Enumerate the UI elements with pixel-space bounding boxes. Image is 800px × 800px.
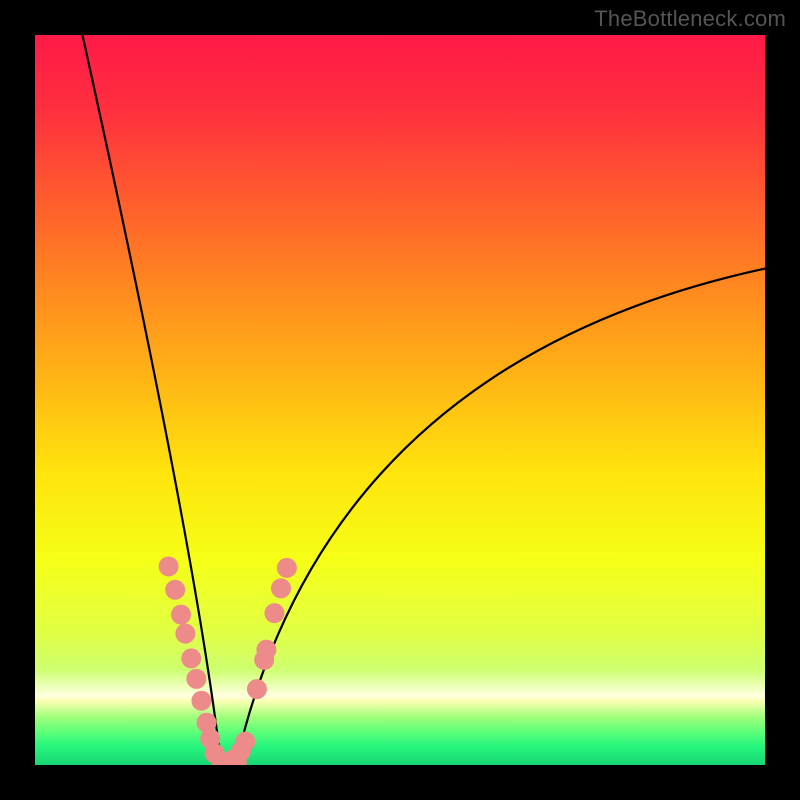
curve-marker: [186, 669, 206, 689]
curve-marker: [159, 556, 179, 576]
curve-marker: [181, 648, 201, 668]
curve-marker: [247, 679, 267, 699]
curve-marker: [165, 580, 185, 600]
curve-marker: [277, 558, 297, 578]
chart-plot-area: [35, 35, 765, 765]
curve-marker: [256, 640, 276, 660]
curve-marker: [235, 732, 255, 752]
chart-svg: [35, 35, 765, 765]
curve-marker: [175, 624, 195, 644]
chart-background: [35, 35, 765, 765]
curve-marker: [171, 605, 191, 625]
curve-marker: [264, 603, 284, 623]
watermark-text: TheBottleneck.com: [594, 6, 786, 32]
curve-marker: [271, 578, 291, 598]
curve-marker: [191, 691, 211, 711]
